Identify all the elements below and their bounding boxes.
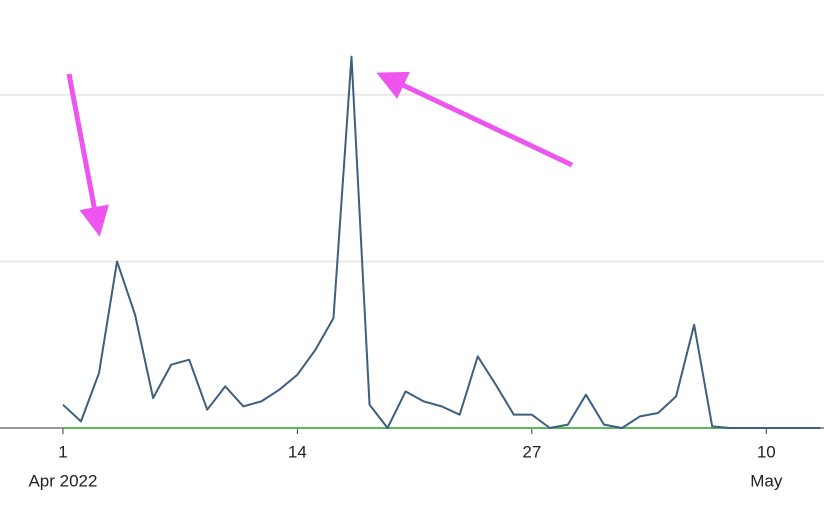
x-tick-sublabel: Apr 2022: [28, 471, 97, 490]
annotation-arrow: [376, 71, 574, 168]
series-line: [62, 55, 821, 429]
x-tick-label: 10: [757, 442, 776, 461]
x-tick-label: 14: [288, 442, 307, 461]
x-tick-label: 27: [522, 442, 541, 461]
annotation-arrow: [66, 73, 109, 237]
x-tick-sublabel: May: [750, 471, 783, 490]
plot-area: 1 14 27 10 Apr 2022 May: [0, 55, 824, 490]
x-tick-label: 1: [58, 442, 67, 461]
